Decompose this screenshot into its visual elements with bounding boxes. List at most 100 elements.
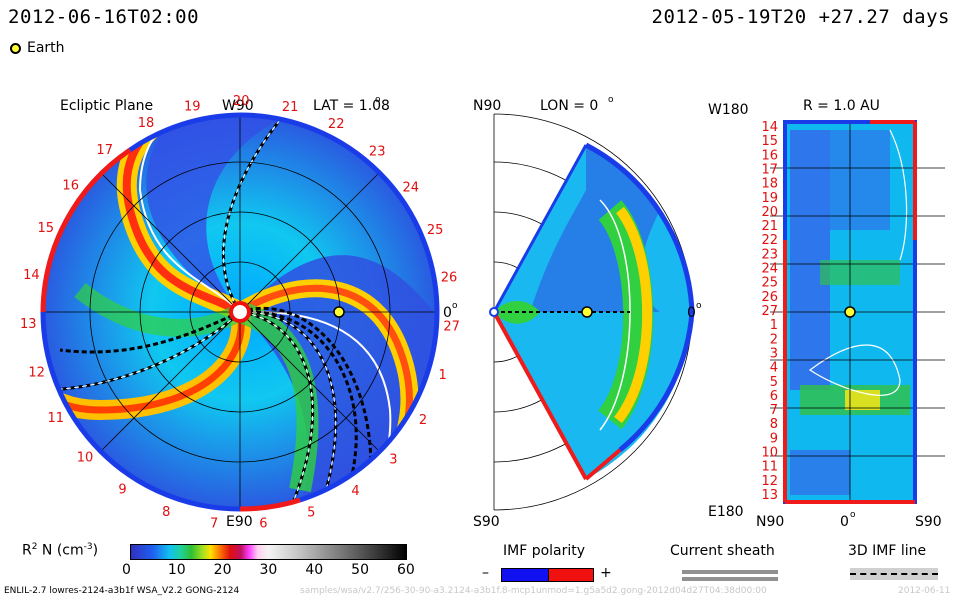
earth-marker-icon xyxy=(844,306,856,318)
radial-row-number: 17 xyxy=(761,163,778,178)
imf-polarity-title: IMF polarity xyxy=(503,543,586,559)
radial-row-number: 27 xyxy=(761,304,778,319)
ecliptic-right-axis: 0 xyxy=(443,305,452,321)
meridional-lon-degree: o xyxy=(608,95,614,105)
ecliptic-rim-number: 5 xyxy=(307,506,315,521)
radial-row-number: 14 xyxy=(761,120,778,135)
radial-row-number: 4 xyxy=(770,361,778,376)
ecliptic-rim-number: 9 xyxy=(118,482,126,497)
radial-row-number: 11 xyxy=(761,460,778,475)
sun-icon xyxy=(489,307,499,317)
imf-polarity-plus: + xyxy=(600,565,612,581)
ecliptic-lat-degree: o xyxy=(375,95,381,105)
ecliptic-rim-number: 15 xyxy=(38,221,55,236)
model-timestamp: 2012-06-16T02:00 xyxy=(8,6,200,28)
radial-row-number: 13 xyxy=(761,488,778,503)
imf-polarity-minus: – xyxy=(482,565,489,581)
colorbar-tick-label: 30 xyxy=(259,562,278,578)
radial-row-number: 8 xyxy=(770,417,778,432)
radial-row-number: 7 xyxy=(770,403,778,418)
radial-bottom-zero: 0 xyxy=(840,514,849,530)
meridional-lon-label: LON = 0 xyxy=(540,98,598,114)
ecliptic-right-degree: o xyxy=(452,301,458,311)
colorbar-label: R2 N (cm-3) xyxy=(22,542,99,559)
ecliptic-rim-number: 19 xyxy=(184,99,201,114)
radial-row-number: 9 xyxy=(770,431,778,446)
colorbar-tick-label: 10 xyxy=(167,562,186,578)
meridional-top-axis: N90 xyxy=(473,98,501,114)
radial-row-number: 20 xyxy=(761,205,778,220)
ecliptic-rim-number: 27 xyxy=(443,320,460,335)
reference-timestamp: 2012-05-19T20 +27.27 days xyxy=(651,6,950,28)
radial-bottom-degree: o xyxy=(850,510,856,520)
colorbar-tick-label: 0 xyxy=(122,562,131,578)
ecliptic-rim-number: 16 xyxy=(62,178,79,193)
ecliptic-title: Ecliptic Plane xyxy=(60,98,153,114)
imf-line-swatch xyxy=(850,568,938,580)
radial-row-number: 23 xyxy=(761,247,778,262)
ecliptic-rim-number: 7 xyxy=(210,516,218,530)
radial-row-number: 12 xyxy=(761,474,778,489)
colorbar xyxy=(130,544,407,560)
imf-line-title: 3D IMF line xyxy=(848,543,927,559)
radial-row-number: 26 xyxy=(761,290,778,305)
earth-legend: Earth xyxy=(10,40,65,56)
radial-top-axis: W180 xyxy=(708,102,749,118)
current-sheath-swatch-bottom xyxy=(682,577,778,581)
footer-date: 2012-06-11 xyxy=(898,586,951,596)
meridional-panel: N90 LON = 0 o S90 0 o xyxy=(473,95,702,530)
imf-positive-swatch xyxy=(548,568,594,582)
colorbar-tick-label: 40 xyxy=(305,562,324,578)
ecliptic-rim-number: 1 xyxy=(439,368,447,383)
model-version-footer: ENLIL-2.7 lowres-2124-a3b1f WSA_V2.2 GON… xyxy=(4,586,240,596)
radial-row-number: 24 xyxy=(761,262,778,277)
radial-row-number: 2 xyxy=(770,332,778,347)
ecliptic-rim-number: 4 xyxy=(351,484,359,499)
ecliptic-rim-number: 2 xyxy=(419,413,427,428)
meridional-bottom-axis: S90 xyxy=(473,514,500,530)
radial-title: R = 1.0 AU xyxy=(803,98,880,114)
ecliptic-bottom-axis: E90 xyxy=(226,514,253,530)
ecliptic-rim-number: 8 xyxy=(162,505,170,520)
colorbar-ticks: 0 10 20 30 40 50 60 xyxy=(122,562,415,580)
radial-bottom-left-label: E180 xyxy=(708,504,744,520)
ecliptic-rim-number: 3 xyxy=(389,452,397,467)
ecliptic-rim-number: 26 xyxy=(441,270,458,285)
ecliptic-rim-number: 21 xyxy=(282,100,299,115)
colorbar-tick-label: 50 xyxy=(351,562,369,578)
radial-row-number: 6 xyxy=(770,389,778,404)
current-sheath-title: Current sheath xyxy=(670,543,775,559)
current-sheath-swatch-top xyxy=(682,570,778,574)
radial-row-number: 25 xyxy=(761,276,778,291)
radial-row-number: 19 xyxy=(761,191,778,206)
radial-row-number: 16 xyxy=(761,148,778,163)
ecliptic-rim-number: 23 xyxy=(369,144,386,159)
radial-row-number: 5 xyxy=(770,375,778,390)
ecliptic-rim-number: 22 xyxy=(328,117,345,132)
radial-row-number: 10 xyxy=(761,446,778,461)
colorbar-tick-label: 60 xyxy=(397,562,415,578)
ecliptic-rim-number: 6 xyxy=(259,517,267,530)
ecliptic-rim-number: 20 xyxy=(233,94,250,109)
radial-row-number: 3 xyxy=(770,347,778,362)
ecliptic-lat-label: LAT = 1.08 xyxy=(313,98,390,114)
sun-icon xyxy=(229,301,251,323)
ecliptic-rim-number: 10 xyxy=(77,451,94,466)
model-path-footer: samples/wsa/v2.7/256-30-90-a3.2124-a3b1f… xyxy=(300,586,767,596)
ecliptic-rim-number: 17 xyxy=(96,143,113,158)
earth-legend-label: Earth xyxy=(27,40,65,56)
radial-map-panel: W180 R = 1.0 AU E180 N90 0 o S90 1415161… xyxy=(708,98,945,530)
radial-row-number: 21 xyxy=(761,219,778,234)
radial-row-number: 22 xyxy=(761,233,778,248)
ecliptic-rim-number: 25 xyxy=(427,223,444,238)
ecliptic-rim-number: 18 xyxy=(138,116,155,131)
ecliptic-rim-number: 24 xyxy=(403,180,420,195)
ecliptic-plane-panel: Ecliptic Plane W90 LAT = 1.08 o E90 0 o … xyxy=(20,94,460,530)
radial-row-number: 1 xyxy=(770,318,778,333)
ecliptic-top-axis: W90 xyxy=(222,98,254,114)
colorbar-tick-label: 20 xyxy=(213,562,232,578)
ecliptic-rim-number: 12 xyxy=(28,366,45,381)
meridional-right-axis: 0 xyxy=(687,305,696,321)
ecliptic-rim-number: 14 xyxy=(23,268,40,283)
ecliptic-rim-number: 13 xyxy=(20,317,37,332)
